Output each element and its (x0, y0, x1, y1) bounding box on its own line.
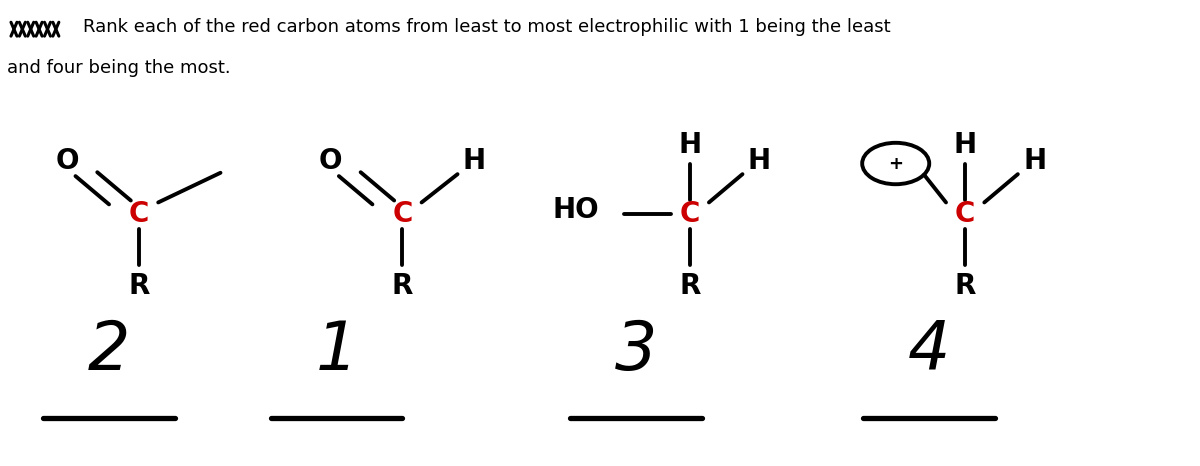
Text: 2: 2 (88, 317, 131, 384)
Text: 4: 4 (908, 317, 950, 384)
Text: 1: 1 (316, 317, 358, 384)
Text: H: H (463, 147, 486, 175)
Text: R: R (128, 272, 150, 300)
Text: O: O (55, 147, 79, 175)
Text: HO: HO (553, 196, 599, 224)
Text: Rank each of the red carbon atoms from least to most electrophilic with 1 being : Rank each of the red carbon atoms from l… (83, 18, 890, 35)
Text: C: C (392, 200, 413, 228)
Text: H: H (748, 147, 770, 175)
Text: and four being the most.: and four being the most. (7, 59, 230, 77)
Text: +: + (888, 155, 904, 172)
Text: H: H (954, 131, 977, 159)
Text: C: C (955, 200, 976, 228)
Text: R: R (391, 272, 413, 300)
Text: R: R (954, 272, 976, 300)
Text: H: H (678, 131, 701, 159)
Text: C: C (679, 200, 700, 228)
Text: O: O (319, 147, 342, 175)
Text: 3: 3 (614, 317, 658, 384)
Text: C: C (128, 200, 149, 228)
Text: R: R (679, 272, 701, 300)
Text: H: H (1024, 147, 1046, 175)
